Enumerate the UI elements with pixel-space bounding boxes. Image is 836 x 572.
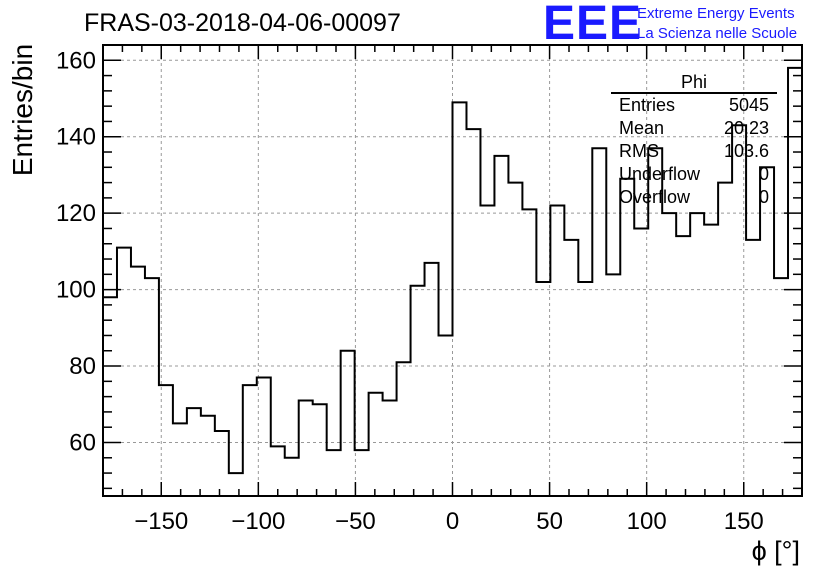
histogram-bin: [369, 393, 383, 496]
y-tick-label: 160: [56, 47, 96, 74]
stats-key: Mean: [619, 118, 665, 138]
x-tick-label: −50: [335, 508, 376, 535]
y-axis-label: Entries/bin: [7, 44, 38, 176]
histogram-bin: [522, 209, 536, 496]
stats-key: RMS: [619, 141, 659, 161]
x-tick-label: 50: [536, 508, 563, 535]
histogram-bin: [536, 282, 550, 496]
histogram-bin: [229, 473, 243, 496]
chart-title: FRAS-03-2018-04-06-00097: [84, 9, 401, 37]
histogram-bin: [704, 225, 718, 496]
stats-row: Mean 20.23: [611, 117, 777, 140]
logo-caption: Extreme Energy Events La Scienza nelle S…: [637, 4, 797, 44]
stats-row: Underflow 0: [611, 163, 777, 186]
histogram-bin: [718, 183, 732, 496]
histogram-bin: [466, 129, 480, 496]
stats-title: Phi: [611, 73, 777, 94]
histogram-bin: [411, 286, 425, 496]
histogram-bin: [634, 228, 648, 496]
histogram-bin: [355, 450, 369, 496]
histogram-bin: [606, 274, 620, 496]
y-tick-label: 60: [69, 429, 96, 456]
histogram-bin: [173, 423, 187, 496]
eee-logo: EEE: [543, 0, 643, 50]
logo-line-1: Extreme Energy Events: [637, 5, 795, 22]
histogram-bin: [341, 351, 355, 496]
histogram-bin: [760, 167, 774, 496]
histogram-bin: [578, 282, 592, 496]
stats-value: 0: [758, 187, 769, 207]
histogram-bin: [117, 248, 131, 496]
histogram-bin: [508, 183, 522, 496]
histogram-bin: [480, 206, 494, 496]
histogram-bin: [774, 278, 788, 496]
stats-key: Entries: [619, 95, 676, 115]
y-tick-label: 140: [56, 124, 96, 151]
histogram-bin: [494, 156, 508, 496]
histogram-bin: [187, 408, 201, 496]
stats-row: Overflow 0: [611, 186, 777, 209]
histogram-bin: [131, 267, 145, 496]
histogram-bin: [676, 236, 690, 496]
histogram-bin: [592, 148, 606, 496]
x-tick-label: 150: [724, 508, 764, 535]
histogram-outline: [103, 66, 802, 475]
stats-value: 20.23: [723, 118, 769, 138]
histogram-bin: [215, 431, 229, 496]
axis-ticks: [102, 44, 803, 496]
stats-key: Underflow: [619, 164, 701, 184]
stats-value: 0: [758, 164, 769, 184]
x-tick-label: −150: [134, 508, 188, 535]
histogram-bin: [145, 278, 159, 496]
histogram-bin: [662, 213, 676, 496]
histogram-bin: [564, 240, 578, 496]
histogram-bin: [550, 206, 564, 496]
histogram-bin: [453, 102, 467, 496]
histogram-bin: [159, 385, 173, 496]
y-tick-label: 100: [56, 277, 96, 304]
histogram-bin: [271, 446, 285, 496]
x-tick-label: 100: [627, 508, 667, 535]
stats-value: 103.6: [723, 141, 769, 161]
y-tick-label: 120: [56, 200, 96, 227]
stats-key: Overflow: [619, 187, 691, 207]
histogram-bin: [201, 416, 215, 496]
histogram-bin: [313, 404, 327, 496]
histogram-bin: [425, 263, 439, 496]
tick-labels: −150 −100 −50 0 50 100 150 60 80 100 120 140 160: [56, 47, 764, 535]
histogram-bin: [690, 213, 704, 496]
histogram-bin: [746, 240, 760, 496]
histogram-bin: [397, 362, 411, 496]
logo-line-2: La Scienza nelle Scuole: [637, 25, 798, 42]
histogram-bin: [439, 335, 453, 496]
x-tick-label: 0: [446, 508, 459, 535]
histogram-bin: [243, 385, 257, 496]
histogram-bin: [788, 68, 802, 496]
histogram-bin: [299, 400, 313, 496]
histogram-bin: [327, 450, 341, 496]
histogram-series: [103, 66, 802, 496]
stats-row: RMS 103.6: [611, 140, 777, 163]
histogram-bin: [383, 400, 397, 496]
histogram-bin: [257, 378, 271, 496]
stats-row: Entries 5045: [611, 94, 777, 117]
stats-value: 5045: [728, 95, 769, 115]
x-axis-label: ϕ [°]: [752, 536, 800, 566]
y-tick-label: 80: [69, 353, 96, 380]
histogram-bin: [620, 179, 634, 496]
x-tick-label: −100: [231, 508, 285, 535]
stats-box: Phi Entries 5045 Mean 20.23 RMS 103.6 Underflo…: [611, 73, 777, 209]
